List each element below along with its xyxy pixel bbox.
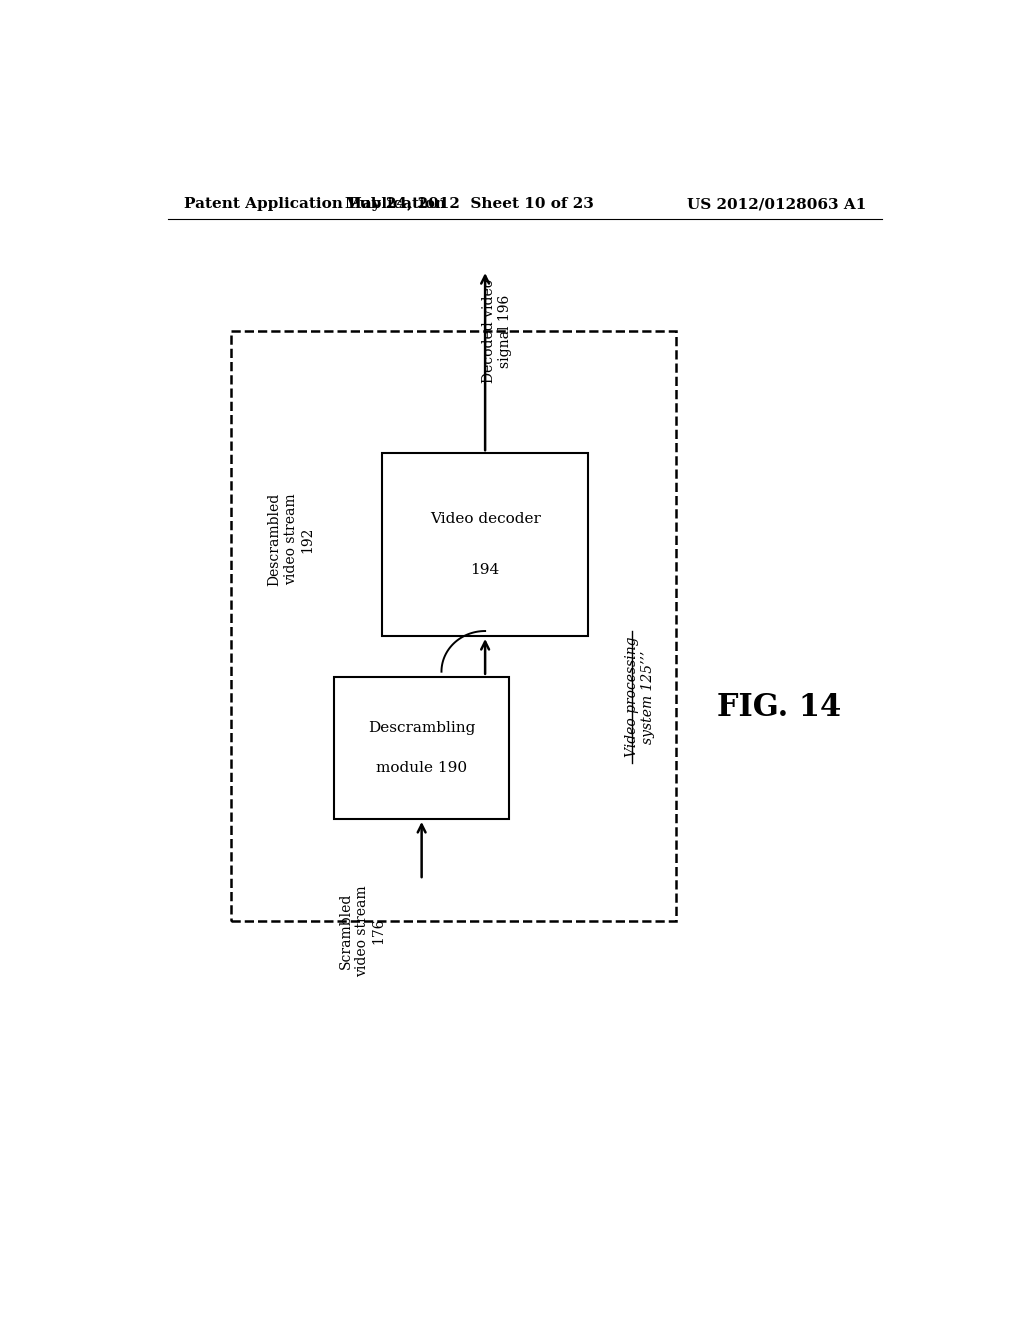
Text: Scrambled
video stream
176: Scrambled video stream 176 xyxy=(339,884,385,977)
Text: Patent Application Publication: Patent Application Publication xyxy=(183,197,445,211)
Text: 194: 194 xyxy=(470,564,500,577)
Bar xyxy=(231,331,676,921)
Bar xyxy=(382,453,588,636)
Text: US 2012/0128063 A1: US 2012/0128063 A1 xyxy=(687,197,866,211)
Text: May 24, 2012  Sheet 10 of 23: May 24, 2012 Sheet 10 of 23 xyxy=(345,197,594,211)
Text: FIG. 14: FIG. 14 xyxy=(717,692,841,723)
Text: Video decoder: Video decoder xyxy=(430,512,541,527)
Bar xyxy=(334,677,509,818)
Text: Descrambled
video stream
192: Descrambled video stream 192 xyxy=(267,492,314,586)
Text: module 190: module 190 xyxy=(376,762,467,775)
Text: Video processing
system 125’’’: Video processing system 125’’’ xyxy=(625,636,655,758)
Text: Descrambling: Descrambling xyxy=(368,721,475,735)
Text: Decoded video
signal 196: Decoded video signal 196 xyxy=(482,279,512,383)
